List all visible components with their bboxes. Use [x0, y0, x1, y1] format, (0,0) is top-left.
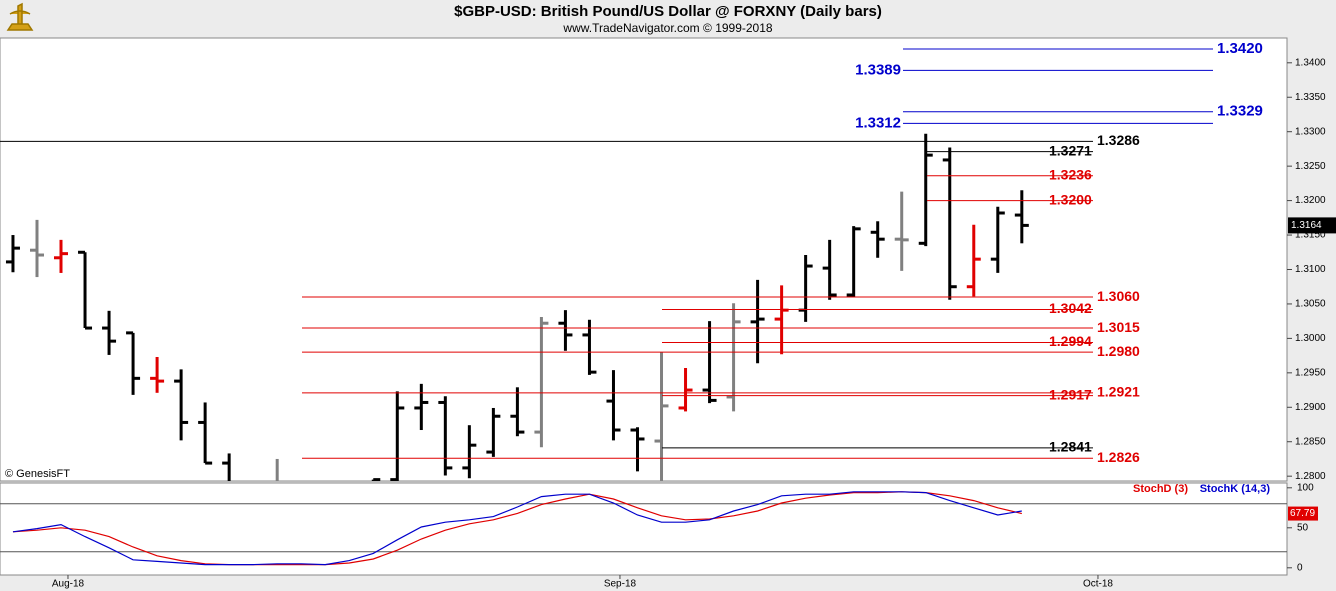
- level-label: 1.3060: [1097, 288, 1140, 304]
- level-label: 1.3329: [1217, 103, 1263, 120]
- level-label: 1.3200: [1049, 191, 1092, 207]
- level-label: 1.2994: [1049, 333, 1092, 349]
- y-tick-label: 1.2800: [1295, 471, 1326, 482]
- y-tick-label: 1.2950: [1295, 367, 1326, 378]
- y-tick-label: 1.3200: [1295, 195, 1326, 206]
- level-label: 1.3312: [855, 114, 901, 131]
- level-label: 1.3015: [1097, 319, 1140, 335]
- y2-tick-label: 0: [1297, 562, 1303, 573]
- level-label: 1.2841: [1049, 439, 1092, 455]
- level-label: 1.3236: [1049, 166, 1092, 182]
- y-tick-label: 1.3350: [1295, 92, 1326, 103]
- level-label: 1.2980: [1097, 343, 1140, 359]
- y-tick-label: 1.3100: [1295, 264, 1326, 275]
- stoch-panel: [0, 482, 1288, 576]
- x-tick-label: Oct-18: [1083, 579, 1113, 590]
- y-tick-label: 1.3300: [1295, 126, 1326, 137]
- logo: [6, 2, 34, 31]
- legend-entry: StochD (3): [1133, 483, 1188, 495]
- last-stoch-box: [1288, 506, 1318, 521]
- chart-title: $GBP-USD: British Pound/US Dollar @ FORX…: [454, 3, 882, 20]
- level-label: 1.2826: [1097, 449, 1140, 465]
- level-label: 1.2921: [1097, 384, 1140, 400]
- level-label: 1.3042: [1049, 300, 1092, 316]
- last-stoch: 67.79: [1290, 508, 1315, 519]
- x-tick-label: Sep-18: [604, 579, 637, 590]
- level-label: 1.3271: [1049, 142, 1092, 158]
- x-tick-label: Aug-18: [52, 579, 85, 590]
- y-tick-label: 1.3150: [1295, 230, 1326, 241]
- y2-tick-label: 100: [1297, 482, 1314, 493]
- watermark: © GenesisFT: [5, 468, 70, 480]
- y-tick-label: 1.2850: [1295, 436, 1326, 447]
- level-label: 1.2917: [1049, 386, 1092, 402]
- y-tick-label: 1.3000: [1295, 333, 1326, 344]
- y-tick-label: 1.3050: [1295, 299, 1326, 310]
- last-price-box: [1288, 217, 1336, 234]
- level-label: 1.3389: [855, 61, 901, 78]
- chart-subtitle: www.TradeNavigator.com © 1999-2018: [562, 21, 772, 35]
- price-plot: [5, 133, 1029, 481]
- legend-entry: StochK (14,3): [1200, 483, 1271, 495]
- y2-tick-label: 50: [1297, 522, 1309, 533]
- y-tick-label: 1.2900: [1295, 402, 1326, 413]
- level-label: 1.3286: [1097, 132, 1140, 148]
- y-tick-label: 1.3250: [1295, 161, 1326, 172]
- stoch-line: [12, 491, 1022, 566]
- price-panel: [0, 37, 1288, 482]
- stoch-line: [12, 491, 1022, 566]
- last-price: 1.3164: [1291, 220, 1322, 231]
- level-label: 1.3420: [1217, 40, 1263, 57]
- y-tick-label: 1.3400: [1295, 57, 1326, 68]
